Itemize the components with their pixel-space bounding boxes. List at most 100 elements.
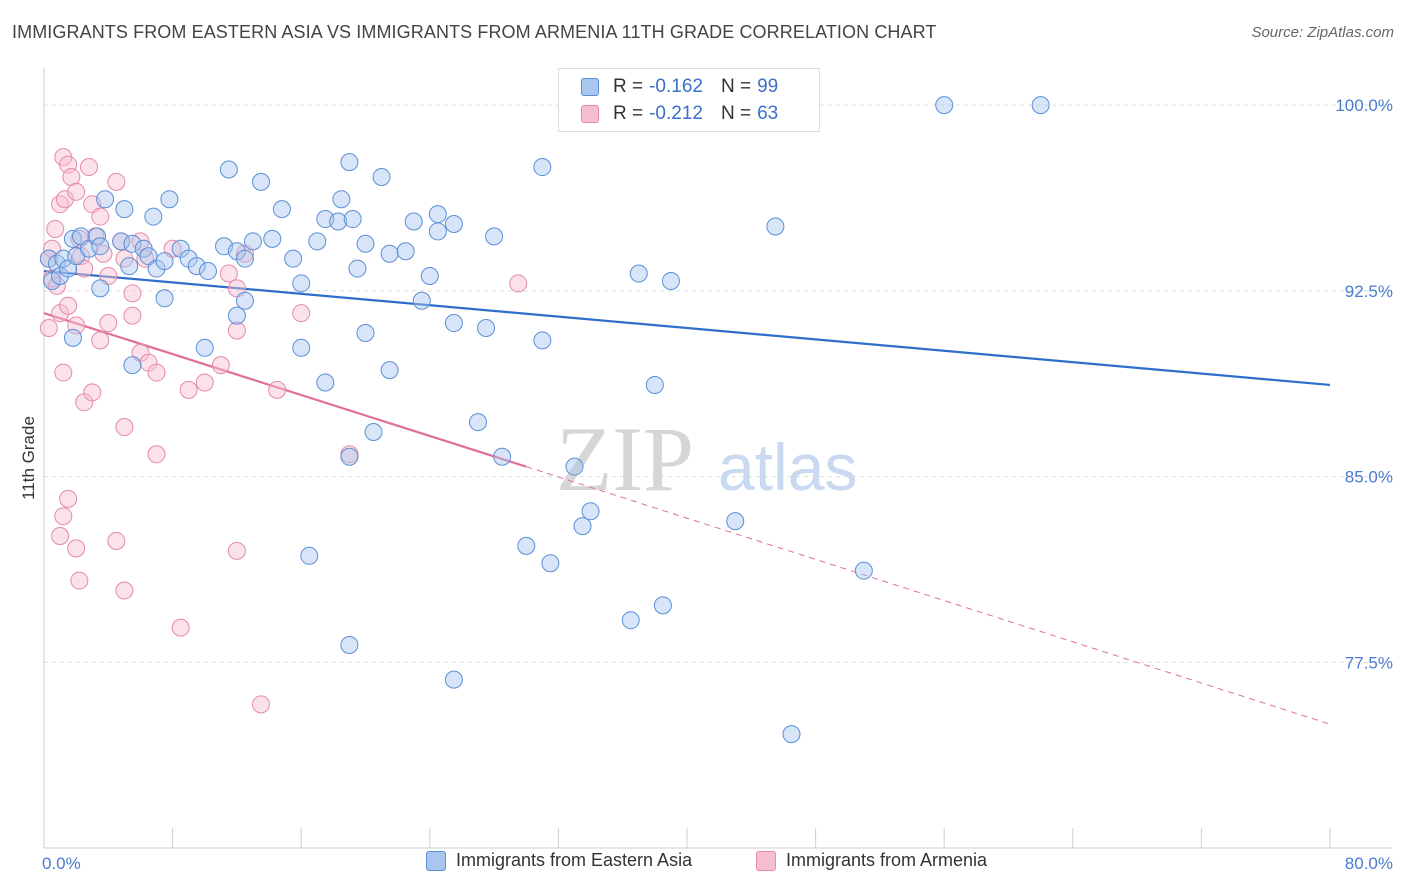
point-eastern-asia	[1031, 96, 1050, 115]
point-eastern-asia	[300, 546, 319, 565]
point-eastern-asia	[340, 635, 359, 654]
point-eastern-asia	[120, 257, 139, 276]
point-eastern-asia	[726, 512, 745, 531]
point-eastern-asia	[340, 447, 359, 466]
point-eastern-asia	[444, 670, 463, 689]
point-eastern-asia	[935, 96, 954, 115]
point-armenia	[252, 695, 271, 714]
point-eastern-asia	[263, 229, 282, 248]
point-armenia	[268, 380, 287, 399]
point-eastern-asia	[428, 205, 447, 224]
legend-row-armenia: R = -0.212 N = 63	[581, 101, 778, 127]
point-eastern-asia	[155, 252, 174, 271]
point-armenia	[59, 296, 78, 315]
legend-label-eastern-asia: Immigrants from Eastern Asia	[456, 850, 693, 870]
point-armenia	[80, 158, 99, 177]
legend-r-value: -0.162	[649, 76, 703, 97]
point-eastern-asia	[533, 331, 552, 350]
point-armenia	[147, 445, 166, 464]
trend-line-eastern-asia	[43, 269, 1331, 387]
point-armenia	[107, 531, 126, 550]
watermark-atlas: atlas	[718, 430, 857, 504]
point-eastern-asia	[144, 207, 163, 226]
point-armenia	[107, 172, 126, 191]
point-armenia	[99, 314, 118, 333]
point-eastern-asia	[115, 200, 134, 219]
point-eastern-asia	[380, 244, 399, 263]
point-eastern-asia	[160, 190, 179, 209]
y-axis-title: 11th Grade	[19, 416, 38, 500]
point-armenia	[83, 383, 102, 402]
point-eastern-asia	[493, 447, 512, 466]
y-tick-label: 100.0%	[1335, 96, 1393, 115]
point-eastern-asia	[428, 222, 447, 241]
point-eastern-asia	[412, 291, 431, 310]
legend-r-label: R =	[613, 103, 644, 124]
point-eastern-asia	[198, 262, 217, 281]
point-eastern-asia	[766, 217, 785, 236]
axes	[43, 68, 1392, 849]
point-armenia	[211, 356, 230, 375]
point-eastern-asia	[219, 160, 238, 179]
point-armenia	[179, 380, 198, 399]
point-eastern-asia	[372, 167, 391, 186]
point-eastern-asia	[469, 413, 488, 432]
point-armenia	[227, 321, 246, 340]
point-eastern-asia	[380, 361, 399, 380]
point-eastern-asia	[91, 237, 110, 256]
point-eastern-asia	[343, 210, 362, 229]
legend-r-label: R =	[613, 76, 644, 97]
point-armenia	[59, 489, 78, 508]
point-armenia	[54, 507, 73, 526]
point-armenia	[195, 373, 214, 392]
point-armenia	[227, 541, 246, 560]
series-legend: Immigrants from Eastern Asia Immigrants …	[0, 850, 1406, 880]
point-eastern-asia	[329, 212, 348, 231]
point-eastern-asia	[565, 457, 584, 476]
point-eastern-asia	[517, 536, 536, 555]
legend-item-eastern-asia: Immigrants from Eastern Asia	[426, 850, 692, 871]
point-eastern-asia	[123, 356, 142, 375]
point-eastern-asia	[235, 291, 254, 310]
point-eastern-asia	[533, 158, 552, 177]
point-eastern-asia	[340, 153, 359, 172]
point-eastern-asia	[661, 271, 680, 290]
point-armenia	[67, 539, 86, 558]
point-eastern-asia	[243, 232, 262, 251]
point-eastern-asia	[308, 232, 327, 251]
trend-extension-armenia	[526, 466, 1331, 725]
point-eastern-asia	[356, 323, 375, 342]
point-armenia	[147, 363, 166, 382]
legend-r-value: -0.212	[649, 103, 703, 124]
point-armenia	[171, 618, 190, 637]
x-tick-label-min: 0.0%	[42, 854, 81, 873]
point-armenia	[55, 190, 74, 209]
point-armenia	[62, 167, 81, 186]
point-eastern-asia	[356, 234, 375, 253]
point-eastern-asia	[292, 338, 311, 357]
point-armenia	[509, 274, 528, 293]
point-eastern-asia	[404, 212, 423, 231]
point-armenia	[51, 195, 70, 214]
point-eastern-asia	[272, 200, 291, 219]
point-armenia	[51, 527, 70, 545]
y-tick-labels: 77.5% 85.0% 92.5% 100.0%	[1335, 96, 1393, 672]
point-eastern-asia	[88, 227, 107, 246]
grid-lines	[44, 104, 1392, 663]
point-eastern-asia	[316, 373, 335, 392]
series-armenia-points	[39, 148, 528, 714]
legend-n-value: 99	[757, 76, 779, 97]
point-armenia	[54, 363, 73, 382]
point-armenia	[115, 581, 134, 600]
point-eastern-asia	[854, 561, 873, 580]
chart-source: Source: ZipAtlas.com	[1251, 24, 1394, 41]
point-eastern-asia	[112, 232, 131, 251]
point-eastern-asia	[573, 517, 592, 536]
point-armenia	[91, 207, 110, 226]
point-eastern-asia	[63, 328, 82, 347]
point-eastern-asia	[195, 338, 214, 357]
legend-swatch-blue	[426, 850, 446, 871]
point-eastern-asia	[284, 249, 303, 268]
legend-n-label: N =	[720, 103, 752, 124]
